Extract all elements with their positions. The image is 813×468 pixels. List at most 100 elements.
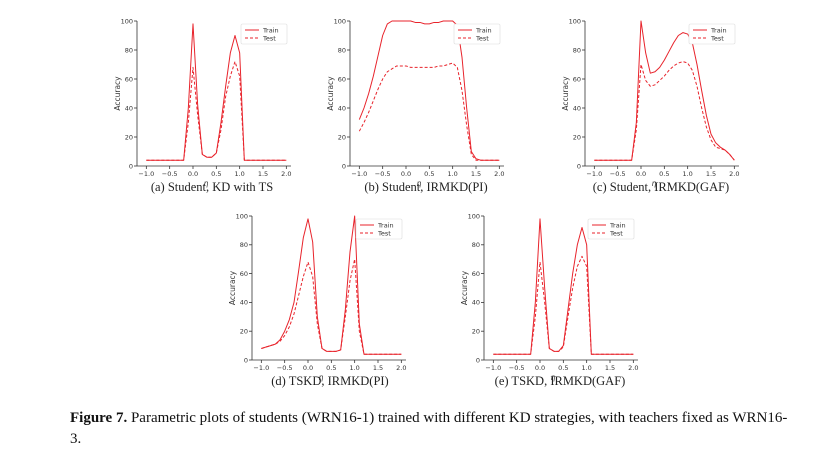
x-tick-label: 0.5 bbox=[659, 170, 669, 178]
y-tick-label: 20 bbox=[240, 328, 248, 336]
x-tick-label: 0.0 bbox=[636, 170, 646, 178]
subfigure-caption: (b) Student, IRMKD(PI) bbox=[364, 180, 488, 194]
x-tick-label: 1.5 bbox=[605, 364, 615, 372]
x-tick-label: 2.0 bbox=[396, 364, 406, 372]
y-tick-label: 20 bbox=[338, 133, 346, 141]
y-axis-label: Accuracy bbox=[113, 76, 122, 111]
x-tick-label: 2.0 bbox=[494, 170, 504, 178]
series-line-test bbox=[493, 255, 634, 355]
x-tick-label: −0.5 bbox=[277, 364, 293, 372]
series-line-train bbox=[146, 23, 287, 161]
y-tick-label: 100 bbox=[468, 212, 480, 220]
legend-label: Test bbox=[475, 34, 489, 42]
chart-e: 0 20 40 60 80 100 −1.0 −0.5 0.0 0.5 1.0 1.5 2.0 η Accu… bbox=[460, 212, 639, 382]
y-tick-label: 60 bbox=[338, 75, 346, 83]
x-tick-label: 1.5 bbox=[373, 364, 383, 372]
y-tick-label: 80 bbox=[240, 241, 248, 249]
x-tick-label: −0.5 bbox=[162, 170, 178, 178]
chart-b: 0 20 40 60 80 100 −1.0 −0.5 0.0 0.5 1.0 1.5 2.0 η Accu… bbox=[326, 17, 505, 188]
y-tick-label: 40 bbox=[240, 299, 248, 307]
series-line-test bbox=[358, 62, 500, 161]
caption-label: Figure 7. bbox=[70, 410, 128, 426]
chart-a: 0 20 40 60 80 100 −1.0 −0.5 0.0 0.5 1.0 1.5 2.0 η Accu… bbox=[113, 17, 292, 188]
series-line-train bbox=[358, 20, 500, 161]
chart-d: 0 20 40 60 80 100 −1.0 −0.5 0.0 0.5 1.0 1.5 2.0 η Accu… bbox=[228, 212, 407, 382]
x-axis-label: η bbox=[551, 373, 556, 382]
y-tick-label: 60 bbox=[573, 75, 581, 83]
legend-box bbox=[688, 23, 736, 45]
y-axis-label: Accuracy bbox=[561, 76, 570, 111]
x-tick-label: −0.5 bbox=[509, 364, 525, 372]
x-tick-label: 2.0 bbox=[281, 170, 291, 178]
y-tick-label: 80 bbox=[338, 46, 346, 54]
x-tick-label: 1.5 bbox=[258, 170, 268, 178]
y-tick-label: 0 bbox=[577, 162, 581, 170]
legend-box bbox=[453, 23, 501, 45]
x-axis-label: η bbox=[652, 179, 657, 188]
figure-caption: Figure 7. Parametric plots of students (… bbox=[70, 408, 790, 450]
y-tick-label: 60 bbox=[240, 270, 248, 278]
x-tick-label: 0.5 bbox=[326, 364, 336, 372]
y-axis-label: Accuracy bbox=[326, 76, 335, 111]
x-tick-label: −1.0 bbox=[586, 170, 602, 178]
legend-label: Train bbox=[262, 26, 279, 34]
series-line-test bbox=[146, 61, 287, 161]
x-axis-label: η bbox=[319, 373, 324, 382]
legend-label: Train bbox=[609, 221, 626, 229]
y-tick-label: 0 bbox=[476, 356, 480, 364]
x-tick-label: 0.0 bbox=[303, 364, 313, 372]
y-tick-label: 60 bbox=[472, 270, 480, 278]
legend-label: Train bbox=[475, 26, 492, 34]
legend-box bbox=[587, 218, 635, 240]
x-tick-label: −0.5 bbox=[610, 170, 626, 178]
y-tick-label: 80 bbox=[125, 46, 133, 54]
y-tick-label: 100 bbox=[569, 17, 581, 25]
x-tick-label: −1.0 bbox=[485, 364, 501, 372]
chart-c: 0 20 40 60 80 100 −1.0 −0.5 0.0 0.5 1.0 1.5 2.0 η Accu… bbox=[561, 17, 740, 188]
y-tick-label: 40 bbox=[472, 299, 480, 307]
y-tick-label: 40 bbox=[125, 104, 133, 112]
legend-label: Test bbox=[710, 34, 724, 42]
y-tick-label: 80 bbox=[573, 46, 581, 54]
x-tick-label: −1.0 bbox=[351, 170, 367, 178]
y-tick-label: 0 bbox=[129, 162, 133, 170]
caption-text: Parametric plots of students (WRN16-1) t… bbox=[70, 410, 788, 447]
x-tick-label: 2.0 bbox=[628, 364, 638, 372]
y-tick-label: 60 bbox=[125, 75, 133, 83]
x-tick-label: 1.0 bbox=[447, 170, 457, 178]
x-tick-label: 1.0 bbox=[349, 364, 359, 372]
x-tick-label: 1.0 bbox=[581, 364, 591, 372]
y-axis-label: Accuracy bbox=[228, 270, 237, 305]
subfigure-caption: (d) TSKD, IRMKD(PI) bbox=[271, 374, 389, 388]
y-tick-label: 0 bbox=[244, 356, 248, 364]
x-tick-label: 0.5 bbox=[211, 170, 221, 178]
series-line-test bbox=[261, 258, 402, 355]
x-tick-label: −0.5 bbox=[375, 170, 391, 178]
subfigure-caption: (c) Student, IRMKD(GAF) bbox=[592, 180, 730, 194]
subfigure-caption: (a) Student, KD with TS bbox=[150, 180, 274, 194]
x-tick-label: 2.0 bbox=[729, 170, 739, 178]
x-tick-label: 1.0 bbox=[234, 170, 244, 178]
series-line-train bbox=[493, 218, 634, 355]
x-tick-label: 0.0 bbox=[401, 170, 411, 178]
x-axis-label: η bbox=[417, 179, 422, 188]
subfigure-caption: (e) TSKD, IRMKD(GAF) bbox=[494, 374, 626, 388]
legend-box bbox=[355, 218, 403, 240]
y-axis-label: Accuracy bbox=[460, 270, 469, 305]
legend-label: Test bbox=[609, 229, 623, 237]
series-line-train bbox=[594, 20, 735, 161]
legend-label: Test bbox=[262, 34, 276, 42]
y-tick-label: 20 bbox=[125, 133, 133, 141]
y-tick-label: 80 bbox=[472, 241, 480, 249]
y-tick-label: 40 bbox=[338, 104, 346, 112]
y-tick-label: 0 bbox=[342, 162, 346, 170]
x-tick-label: 0.5 bbox=[558, 364, 568, 372]
y-tick-label: 20 bbox=[573, 133, 581, 141]
x-tick-label: 0.0 bbox=[535, 364, 545, 372]
y-tick-label: 20 bbox=[472, 328, 480, 336]
legend-box bbox=[240, 23, 288, 45]
